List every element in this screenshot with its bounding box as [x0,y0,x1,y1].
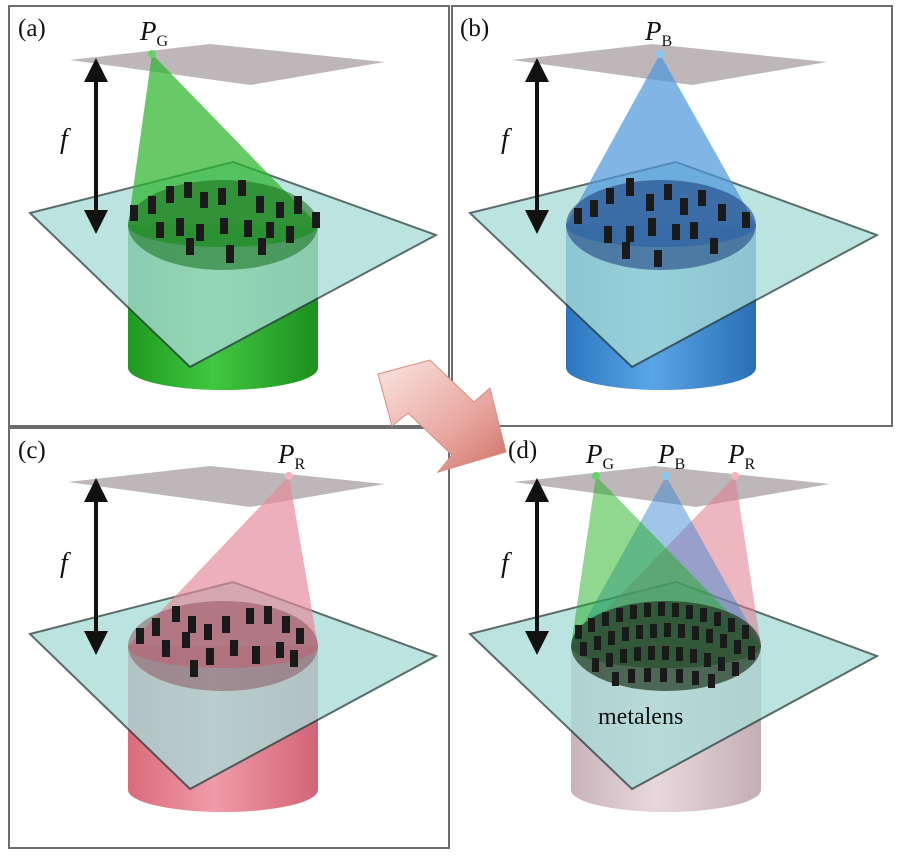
focal-point-blue [662,472,670,480]
focal-point-label: PB [644,16,672,50]
focal-point-label: PG [139,16,169,50]
panel-label: (d) [508,437,537,464]
panel-label: (b) [460,15,489,42]
nanopillars [575,602,755,688]
transition-arrow [377,359,507,473]
panel-c-frame [8,427,450,849]
focal-plane [512,44,827,85]
focal-plane [70,44,385,85]
nanopillars [574,178,750,267]
nanopillars [130,180,320,263]
panel-label: (c) [18,437,46,464]
focal-length-label: f [501,124,512,155]
nanopillars [136,606,304,677]
focal-length-label: f [501,548,512,579]
panel-a: (a) f PG [18,15,439,390]
metalens-caption: metalens [598,704,683,730]
panel-c: (c) f PR [18,437,439,812]
panel-b: (b) f PB [460,15,880,390]
focal-point [656,50,664,58]
focal-point-green [592,472,600,480]
panel-a-frame [8,5,450,427]
focal-point-label-green: PG [585,439,615,473]
glass-substrate [28,580,439,791]
focal-point-label: PR [277,439,306,473]
panel-d: (d) f PG PB PR metalens [468,437,880,812]
panel-b-frame [451,5,893,427]
focal-length-label: f [60,548,71,579]
focal-plane [68,466,385,507]
focal-point [285,472,293,480]
focal-point-label-blue: PB [657,439,685,473]
metalens-disc [128,601,318,691]
focal-point-label-red: PR [727,439,756,473]
focal-length-label: f [60,124,71,155]
focal-point [148,50,156,58]
panel-label: (a) [18,15,46,42]
focal-point-red [731,472,739,480]
